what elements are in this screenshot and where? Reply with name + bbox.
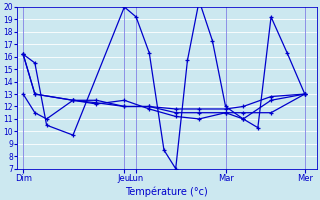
X-axis label: Température (°c): Température (°c) <box>125 186 208 197</box>
